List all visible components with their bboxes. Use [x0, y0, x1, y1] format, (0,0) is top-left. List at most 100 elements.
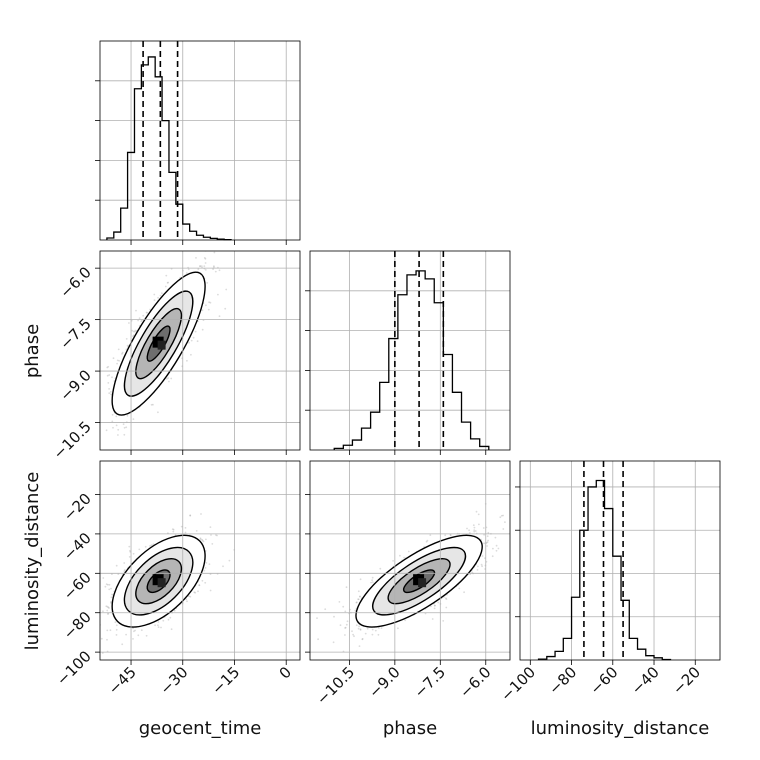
scatter-point: [197, 590, 199, 593]
scatter-point: [123, 569, 126, 571]
scatter-point: [159, 294, 162, 297]
scatter-point: [168, 380, 170, 383]
hist-phase-frame: [309, 250, 511, 451]
scatter-point: [204, 581, 207, 584]
scatter-point: [107, 382, 110, 384]
scatter-point: [185, 272, 188, 274]
scatter-point: [205, 304, 207, 307]
scatter-point: [140, 629, 143, 632]
scatter-point: [173, 609, 176, 612]
scatter-point: [122, 423, 125, 426]
scatter-point: [437, 601, 440, 604]
scatter-point: [108, 392, 111, 394]
scatter-point: [115, 424, 118, 427]
scatter-point: [209, 589, 212, 592]
scatter-point: [189, 595, 192, 598]
scatter-point: [114, 621, 117, 624]
scatter-point: [189, 514, 192, 517]
scatter-point: [483, 533, 485, 536]
scatter-point: [125, 426, 128, 429]
scatter-point: [117, 434, 119, 436]
scatter-point: [140, 320, 143, 323]
scatter-point: [123, 433, 126, 436]
scatter-point: [144, 545, 147, 548]
scatter-point: [121, 353, 123, 355]
scatter-point: [200, 265, 203, 267]
scatter-point: [153, 293, 156, 296]
scatter-point: [106, 638, 108, 641]
scatter-point: [125, 338, 128, 340]
scatter-point: [134, 629, 137, 632]
scatter-point: [107, 365, 110, 368]
scatter-point: [208, 301, 211, 304]
scatter-point: [204, 567, 207, 569]
scatter-point: [184, 527, 187, 529]
scatter-point: [110, 391, 112, 393]
scatter-point: [137, 634, 140, 637]
scatter-point: [371, 579, 373, 582]
scatter-point: [165, 274, 168, 277]
scatter-point: [195, 257, 197, 259]
scatter-point: [106, 366, 109, 369]
scatter-point: [172, 530, 175, 533]
hist-luminosity-distance-steps: [537, 479, 672, 661]
scatter-point: [105, 605, 108, 608]
scatter-point: [154, 624, 157, 627]
scatter-point: [117, 428, 120, 431]
scatter-point: [463, 591, 465, 594]
scatter-point: [201, 309, 204, 312]
scatter-point: [157, 411, 159, 414]
scatter-point: [215, 534, 217, 536]
scatter-point: [115, 624, 118, 627]
scatter-geocent-time-vs-luminosity-distance-density-peak: [157, 578, 166, 588]
scatter-point: [106, 609, 109, 612]
scatter-point: [132, 418, 135, 420]
scatter-point: [146, 312, 149, 314]
scatter-point: [110, 601, 112, 604]
scatter-point: [157, 621, 160, 623]
scatter-point: [169, 616, 172, 619]
scatter-geocent-time-vs-phase-density-peak: [157, 340, 166, 350]
scatter-point: [192, 336, 195, 339]
hist-luminosity-distance-frame: [519, 460, 721, 661]
hist-geocent-time-frame: [99, 40, 301, 241]
scatter-point: [115, 634, 118, 636]
scatter-point: [359, 578, 362, 581]
scatter-point: [198, 584, 201, 586]
scatter-point: [211, 543, 214, 545]
scatter-point: [202, 540, 205, 543]
scatter-point: [194, 591, 197, 594]
scatter-point: [196, 340, 199, 343]
scatter-point: [189, 514, 192, 517]
scatter-point: [198, 584, 201, 587]
scatter-point: [170, 377, 173, 380]
scatter-point: [132, 638, 134, 640]
scatter-point: [361, 638, 364, 640]
scatter-point: [166, 378, 168, 380]
scatter-point: [184, 531, 187, 534]
scatter-point: [167, 377, 170, 379]
scatter-point: [209, 526, 212, 528]
scatter-point: [207, 308, 210, 311]
scatter-point: [121, 351, 124, 354]
scatter-point: [161, 292, 163, 295]
scatter-point: [127, 322, 130, 324]
scatter-point: [204, 257, 207, 260]
scatter-point: [164, 285, 167, 288]
scatter-point: [128, 556, 131, 558]
scatter-point: [133, 630, 135, 633]
scatter-point: [203, 569, 206, 572]
scatter-point: [100, 637, 103, 640]
scatter-point: [339, 624, 342, 627]
scatter-point: [203, 265, 206, 267]
scatter-point: [115, 415, 118, 418]
scatter-geocent-time-vs-phase-frame: [99, 250, 301, 451]
scatter-point: [199, 538, 202, 541]
scatter-point: [197, 268, 200, 271]
scatter-point: [132, 552, 135, 555]
scatter-point: [111, 376, 113, 379]
scatter-point: [107, 583, 109, 586]
scatter-point: [132, 335, 134, 338]
scatter-point: [216, 534, 218, 537]
